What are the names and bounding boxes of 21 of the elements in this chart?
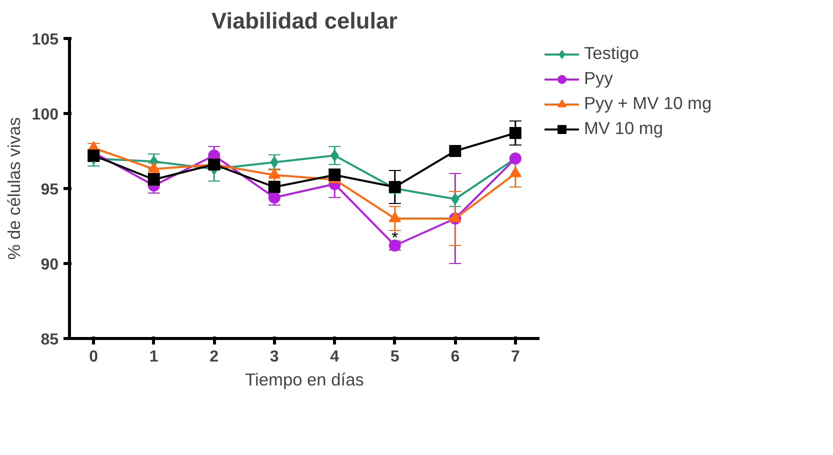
x-tick-label: 2: [210, 348, 219, 366]
x-tick-label: 4: [330, 348, 340, 366]
y-tick-label: 95: [40, 182, 59, 198]
legend-label: Testigo: [584, 43, 639, 64]
legend-label: Pyy + MV 10 mg: [584, 93, 712, 114]
x-tick-label: 5: [390, 348, 400, 366]
y-tick-label: 85: [40, 332, 59, 348]
y-tick-label: 105: [32, 32, 59, 48]
y-tick-label: 100: [32, 106, 59, 124]
x-tick-label: 1: [149, 348, 158, 366]
x-tick-label: 0: [89, 348, 98, 366]
x-tick-label: 3: [270, 348, 279, 366]
y-axis-title: % de células vivas: [4, 116, 24, 260]
y-tick-label: 90: [40, 256, 59, 274]
x-tick-label: 7: [510, 348, 520, 366]
legend-label: MV 10 mg: [584, 118, 663, 139]
chart-title: Viabilidad celular: [212, 8, 398, 34]
legend-label: Pyy: [584, 68, 613, 89]
x-tick-label: 6: [450, 348, 460, 366]
x-axis-title: Tiempo en días: [245, 370, 364, 390]
annotation: *: [392, 227, 399, 248]
